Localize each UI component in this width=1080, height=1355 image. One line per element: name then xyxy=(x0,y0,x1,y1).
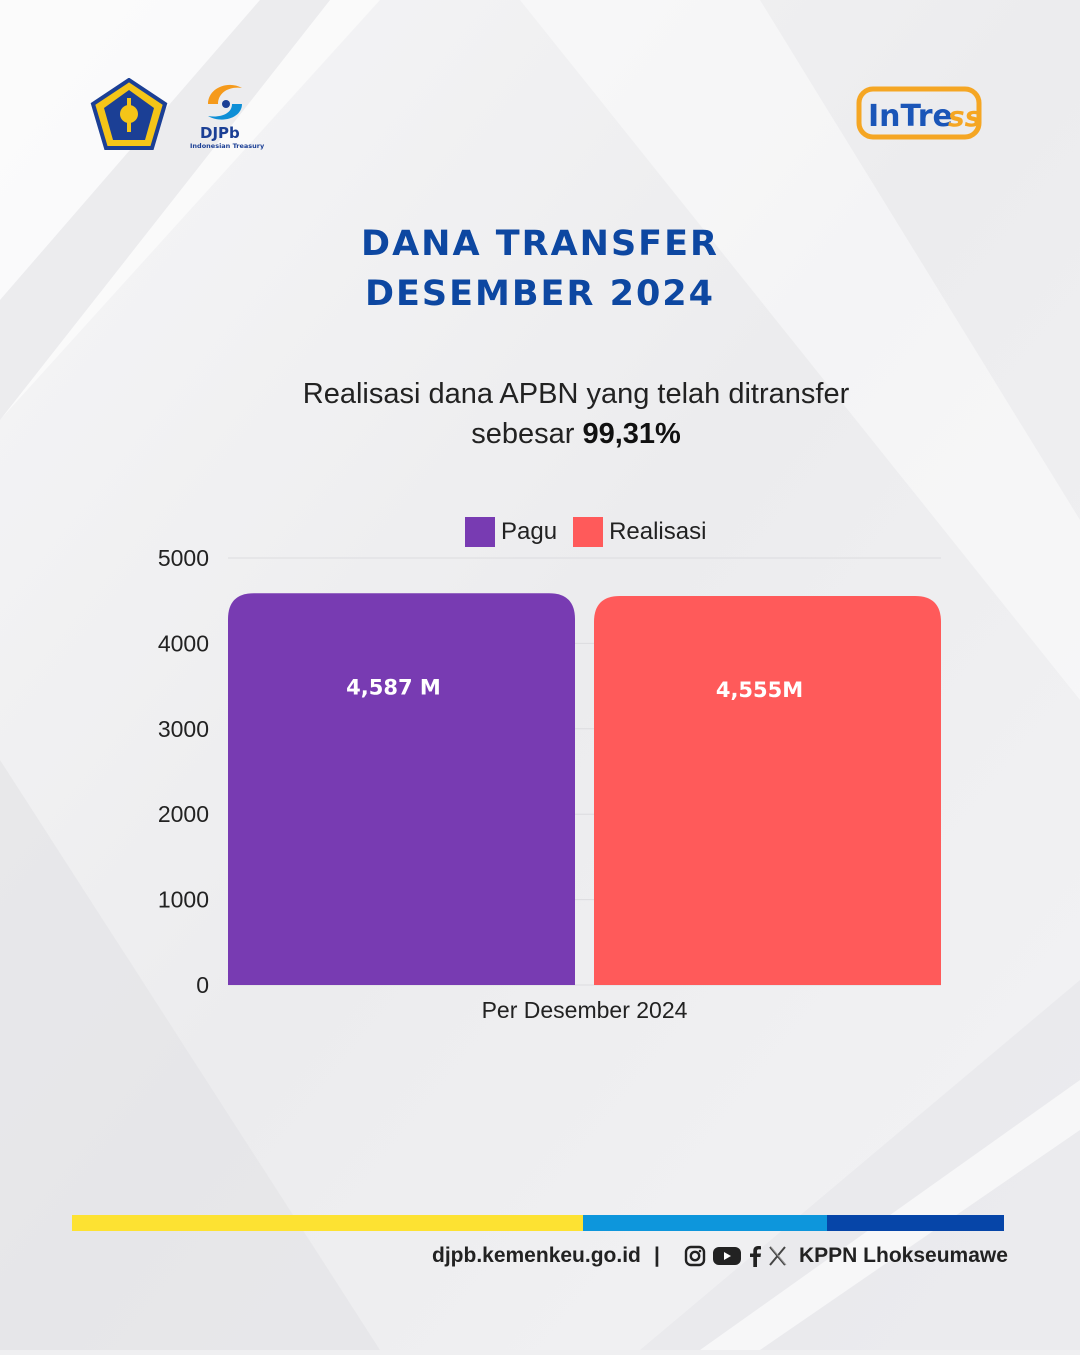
footer-bar-lightblue xyxy=(583,1215,827,1231)
subtitle-prefix: sebesar xyxy=(471,418,583,450)
footer-organization: KPPN Lhokseumawe xyxy=(799,1244,1008,1267)
legend-swatch-realisasi xyxy=(573,517,604,547)
djpb-logo-text: DJPb xyxy=(200,124,240,142)
legend-label-realisasi: Realisasi xyxy=(609,518,707,545)
page-title-line2: DESEMBER 2024 xyxy=(364,274,716,314)
realization-percentage: 99,31% xyxy=(582,418,681,450)
legend-item-realisasi: Realisasi xyxy=(573,517,706,547)
x-icon[interactable] xyxy=(768,1245,788,1272)
djpb-logo-subtext: Indonesian Treasury xyxy=(190,142,265,150)
footer-bar-darkblue xyxy=(827,1215,1004,1231)
legend-label-pagu: Pagu xyxy=(501,518,558,545)
subtitle-line1: Realisasi dana APBN yang telah ditransfe… xyxy=(302,378,850,410)
kemenkeu-logo xyxy=(90,77,168,150)
footer-bar-yellow xyxy=(72,1215,583,1231)
social-icons xyxy=(684,1245,794,1272)
instagram-icon[interactable] xyxy=(684,1245,706,1272)
page-title-line1: DANA TRANSFER xyxy=(361,224,719,264)
intress-logo: InTre ss xyxy=(856,86,982,140)
svg-text:InTre: InTre xyxy=(868,99,953,134)
chart-legend: Pagu Realisasi xyxy=(465,515,722,549)
djpb-logo xyxy=(186,74,262,152)
youtube-icon[interactable] xyxy=(712,1245,742,1272)
legend-swatch-pagu xyxy=(465,517,495,547)
subtitle-line2: sebesar 99,31% xyxy=(0,415,1080,453)
facebook-icon[interactable] xyxy=(748,1245,762,1272)
footer-color-bar xyxy=(72,1215,1004,1231)
svg-text:ss: ss xyxy=(948,100,981,133)
footer-website[interactable]: djpb.kemenkeu.go.id xyxy=(432,1244,641,1267)
footer-separator: | xyxy=(654,1244,660,1267)
legend-item-pagu: Pagu xyxy=(465,517,557,547)
